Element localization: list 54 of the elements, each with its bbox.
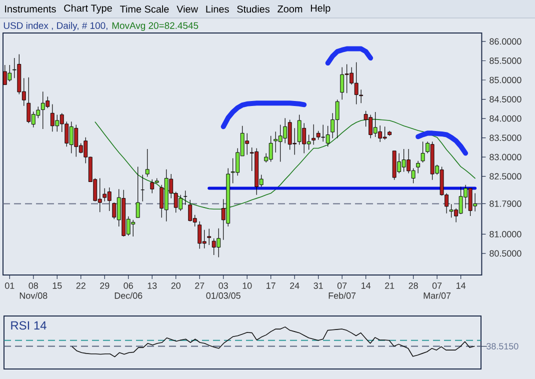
x-tick-label: 03 bbox=[218, 282, 228, 289]
text: Lines bbox=[206, 5, 229, 13]
x-tick-label: 17 bbox=[266, 282, 276, 289]
text: Mar/07 bbox=[424, 292, 451, 299]
text: Help bbox=[310, 4, 330, 14]
candlestick bbox=[420, 141, 425, 163]
x-tick-label: 21 bbox=[385, 282, 394, 289]
text: Zoom bbox=[278, 6, 302, 12]
text: Time Scale bbox=[120, 5, 169, 13]
text: 38.5150 bbox=[486, 343, 518, 350]
x-tick-label: 24 bbox=[290, 282, 300, 289]
y-tick-label: 82.5000 bbox=[490, 173, 522, 180]
x-tick-label: 14 bbox=[362, 282, 371, 289]
x-tick-label: 07 bbox=[432, 282, 442, 289]
x-tick-label: 01 bbox=[5, 282, 14, 289]
candlestick bbox=[136, 166, 140, 218]
text: MovAvg 20=82.4545 bbox=[112, 22, 198, 31]
x-tick-label: 27 bbox=[195, 282, 204, 289]
x-tick-label: 07 bbox=[337, 282, 347, 289]
y-tick-label: 83.0000 bbox=[490, 154, 522, 160]
y-tick-label: 80.5000 bbox=[490, 250, 522, 257]
x-tick-label: 29 bbox=[100, 282, 110, 289]
candlestick bbox=[145, 148, 150, 178]
text: Studies bbox=[237, 5, 270, 13]
chart-title: USD index , Daily, # 100, bbox=[4, 22, 108, 31]
y-tick-label: 86.0000 bbox=[490, 38, 522, 45]
x-tick-label: 10 bbox=[242, 282, 252, 289]
x-tick-label: 14 bbox=[456, 282, 466, 289]
x-tick-label: 06 bbox=[124, 282, 133, 289]
x-tick-label: 28 bbox=[408, 282, 418, 289]
candlestick bbox=[312, 124, 316, 146]
y-tick-label: 85.5000 bbox=[490, 58, 522, 64]
y-tick-label: 83.5000 bbox=[490, 134, 522, 141]
x-tick-label: 20 bbox=[171, 282, 181, 289]
y-tick-label: 85.0000 bbox=[490, 76, 522, 84]
candlestick bbox=[207, 228, 212, 246]
y-tick-label: 84.0000 bbox=[490, 115, 522, 122]
x-tick-label: 15 bbox=[52, 282, 62, 289]
text: Dec/06 bbox=[114, 292, 142, 299]
candlestick bbox=[416, 160, 420, 174]
x-tick-label: 13 bbox=[148, 282, 157, 289]
text: 01/03/05 bbox=[206, 292, 240, 299]
text: Feb/07 bbox=[328, 292, 356, 299]
text: View bbox=[176, 5, 198, 13]
text: Nov/08 bbox=[20, 292, 48, 299]
x-tick-label: 08 bbox=[28, 282, 38, 289]
y-tick-label: 84.5000 bbox=[490, 96, 522, 102]
x-tick-label: 22 bbox=[76, 282, 86, 289]
y-tick-label: 81.0000 bbox=[490, 230, 522, 238]
text: Instruments bbox=[5, 6, 56, 12]
text: Chart Type bbox=[64, 4, 112, 14]
y-tick-label: 81.7900 bbox=[490, 200, 522, 207]
chart-title: RSI 14 bbox=[11, 321, 46, 330]
x-tick-label: 31 bbox=[314, 282, 323, 289]
